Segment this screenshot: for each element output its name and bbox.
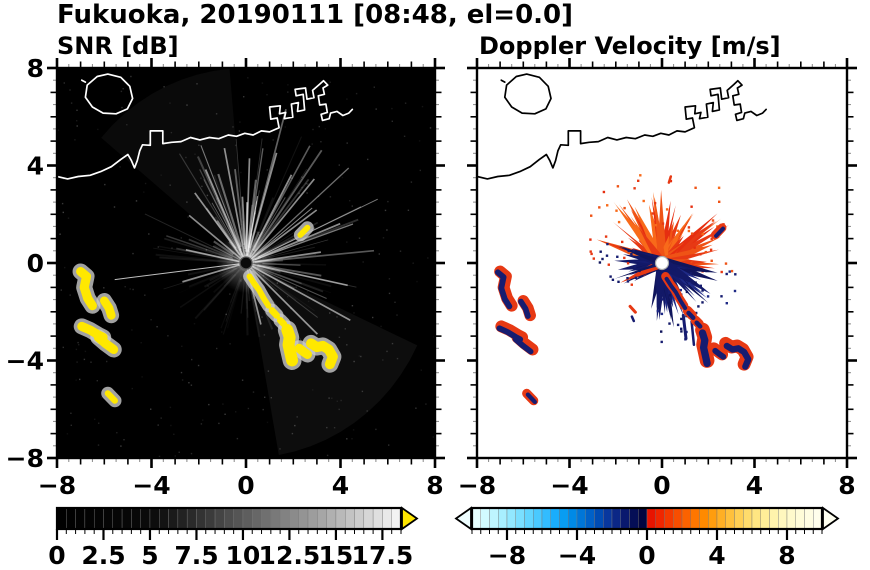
velocity-panel-title: Doppler Velocity [m/s] xyxy=(479,32,781,60)
snr-field xyxy=(57,68,435,458)
svg-text:4: 4 xyxy=(708,541,725,570)
velocity-echoes xyxy=(494,223,754,406)
under-range-arrow xyxy=(454,506,472,531)
svg-text:−4: −4 xyxy=(132,471,170,500)
svg-text:8: 8 xyxy=(27,54,44,83)
svg-text:−4: −4 xyxy=(6,347,44,376)
snr-plot: −8 −4 0 4 8 8 4 0 −4 −8 xyxy=(6,54,445,500)
svg-text:0: 0 xyxy=(27,249,44,278)
snr-coastline xyxy=(57,73,354,180)
over-range-arrow xyxy=(401,506,419,531)
svg-text:4: 4 xyxy=(332,471,349,500)
svg-text:15: 15 xyxy=(319,541,354,570)
svg-text:17.5: 17.5 xyxy=(352,541,414,570)
radar-site-marker xyxy=(239,256,253,270)
svg-text:8: 8 xyxy=(838,471,855,500)
svg-text:4: 4 xyxy=(746,471,763,500)
velocity-plot: −8 −4 0 4 8 xyxy=(458,58,857,500)
svg-text:4: 4 xyxy=(27,152,44,181)
svg-text:−4: −4 xyxy=(558,541,596,570)
svg-text:8: 8 xyxy=(426,471,443,500)
svg-text:8: 8 xyxy=(778,541,795,570)
velocity-coastline xyxy=(477,73,767,180)
svg-text:0: 0 xyxy=(237,471,254,500)
snr-panel-title: SNR [dB] xyxy=(57,32,179,60)
svg-text:−8: −8 xyxy=(38,471,76,500)
svg-text:0: 0 xyxy=(653,471,670,500)
svg-text:0: 0 xyxy=(48,541,65,570)
svg-text:12.5: 12.5 xyxy=(259,541,321,570)
svg-text:−8: −8 xyxy=(6,444,44,473)
svg-text:−8: −8 xyxy=(488,541,526,570)
svg-text:0: 0 xyxy=(638,541,655,570)
over-range-arrow xyxy=(822,506,840,531)
svg-text:−4: −4 xyxy=(550,471,588,500)
velocity-colorbar: −8 −4 0 4 8 xyxy=(454,506,840,570)
svg-text:2.5: 2.5 xyxy=(81,541,125,570)
radar-site-marker xyxy=(654,255,670,271)
svg-text:−8: −8 xyxy=(458,471,496,500)
svg-text:10: 10 xyxy=(226,541,261,570)
svg-text:5: 5 xyxy=(141,541,158,570)
snr-strong-echoes xyxy=(72,221,342,408)
svg-text:7.5: 7.5 xyxy=(174,541,218,570)
figure-title: Fukuoka, 20190111 [08:48, el=0.0] xyxy=(57,0,574,30)
velocity-field xyxy=(477,73,767,406)
